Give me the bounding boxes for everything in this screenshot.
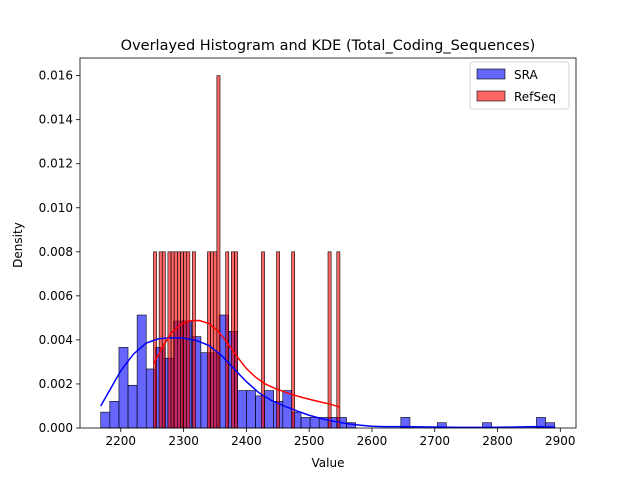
y-tick-label-6: 0.012 <box>39 157 73 171</box>
refseq-bar-20 <box>291 251 296 429</box>
refseq-bar-7 <box>180 251 184 429</box>
sra-bar-22 <box>300 417 311 429</box>
x-tick-label-6: 2800 <box>482 434 513 448</box>
legend-swatch-sra <box>476 68 506 80</box>
sra-bar-15 <box>236 390 247 429</box>
sra-bar-0 <box>100 411 111 429</box>
legend-label-refseq: RefSeq <box>514 90 556 104</box>
refseq-bar-4 <box>170 251 175 429</box>
x-tick-label-5: 2700 <box>419 434 450 448</box>
y-axis-ticks: 0.000 0.002 0.004 0.006 0.008 0.010 0.012 0.014… <box>39 69 80 435</box>
sra-bar-16 <box>246 390 256 429</box>
y-tick-label-0: 0.000 <box>39 421 73 435</box>
x-axis-label: Value <box>312 456 345 470</box>
x-tick-label-7: 2900 <box>545 434 576 448</box>
x-tick-label-4: 2600 <box>357 434 388 448</box>
y-tick-label-5: 0.010 <box>39 201 73 215</box>
x-tick-label-2: 2400 <box>231 434 262 448</box>
refseq-bar-8 <box>183 251 188 429</box>
refseq-bar-3 <box>167 251 172 429</box>
legend-label-sra: SRA <box>514 68 538 82</box>
sra-kde-line <box>100 336 556 429</box>
refseq-bar-6 <box>177 251 181 429</box>
sra-bar-4 <box>136 314 147 429</box>
sra-bar-3 <box>127 384 138 429</box>
legend-swatch-refseq <box>476 90 506 102</box>
y-tick-label-7: 0.014 <box>39 113 73 127</box>
refseq-bar-22 <box>336 251 341 429</box>
refseq-kde-line <box>152 319 341 408</box>
x-tick-label-1: 2300 <box>168 434 199 448</box>
axes-frame <box>79 57 577 429</box>
x-tick-label-0: 2200 <box>106 434 137 448</box>
refseq-bar-18 <box>261 251 265 429</box>
x-axis-ticks: 2200 2300 2400 2500 2600 2700 2800 2900 <box>106 428 576 448</box>
x-tick-label-3: 2500 <box>294 434 325 448</box>
y-tick-label-3: 0.006 <box>39 289 73 303</box>
y-tick-label-2: 0.004 <box>39 333 73 347</box>
refseq-bar-1 <box>158 251 163 429</box>
chart-title: Overlayed Histogram and KDE (Total_Codin… <box>121 38 536 54</box>
y-tick-label-8: 0.016 <box>39 69 73 83</box>
refseq-bar-17 <box>234 251 238 429</box>
sra-bar-2 <box>118 347 129 429</box>
y-axis-label: Density <box>11 222 25 268</box>
refseq-bar-5 <box>173 251 178 429</box>
refseq-bar-19 <box>276 251 280 429</box>
sra-bar-18 <box>264 390 274 429</box>
y-tick-label-4: 0.008 <box>39 245 73 259</box>
refseq-bar-12 <box>210 251 215 429</box>
refseq-bar-13 <box>213 251 218 429</box>
refseq-bar-21 <box>327 251 332 429</box>
y-tick-label-1: 0.002 <box>39 377 73 391</box>
refseq-bar-2 <box>161 251 166 429</box>
refseq-bar-11 <box>207 251 211 429</box>
sra-bar-1 <box>109 401 120 429</box>
sra-bar-20 <box>282 390 293 429</box>
sra-bar-23 <box>309 417 320 429</box>
refseq-bar-15 <box>225 251 230 429</box>
legend: SRA RefSeq <box>469 61 570 110</box>
refseq-bar-14 <box>216 75 221 429</box>
refseq-bar-16 <box>231 251 235 429</box>
